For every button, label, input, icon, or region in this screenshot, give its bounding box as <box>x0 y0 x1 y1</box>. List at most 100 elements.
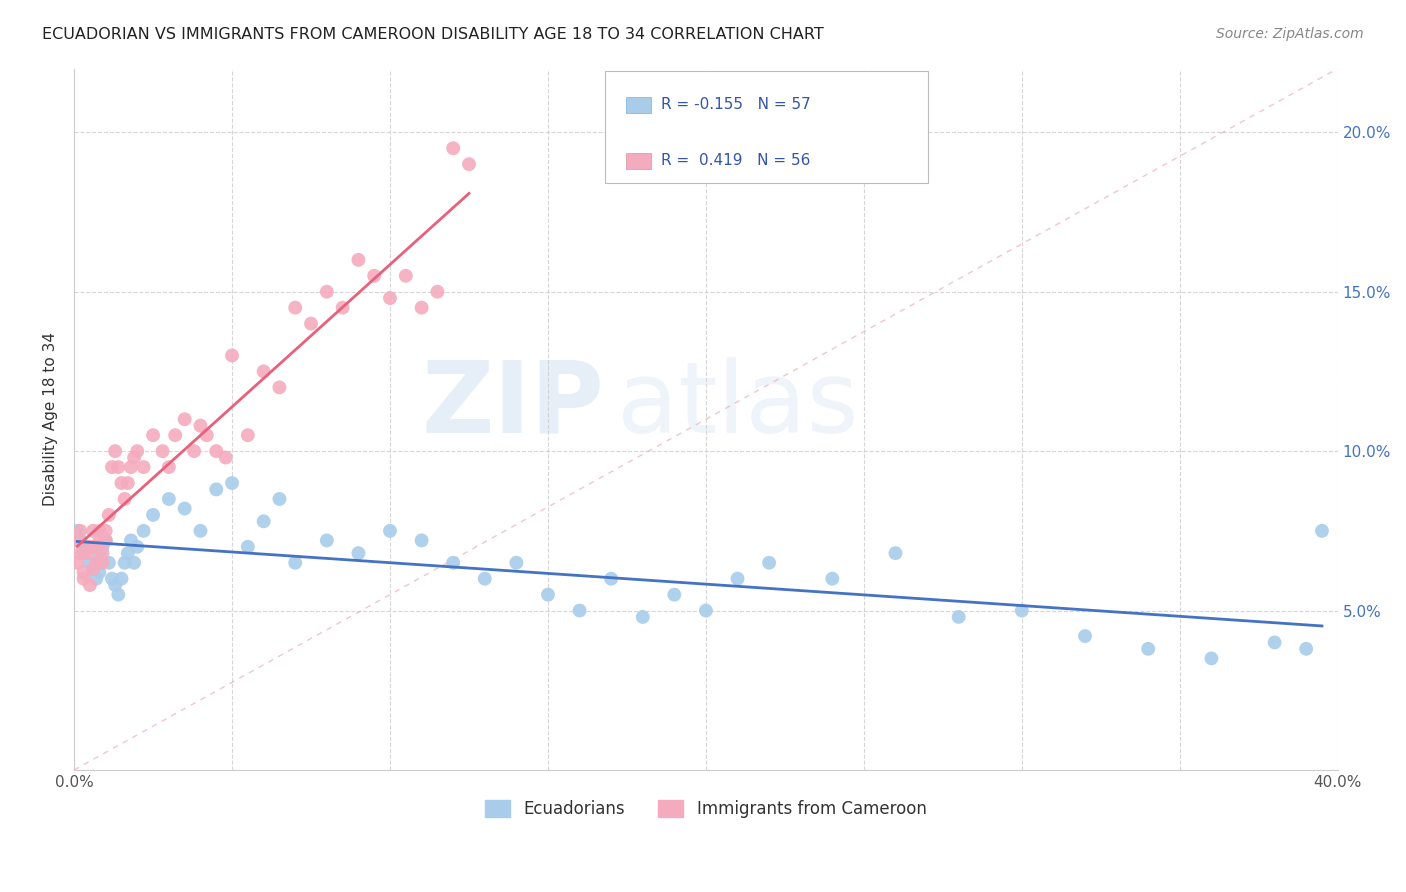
Point <box>505 556 527 570</box>
Point <box>69 524 91 538</box>
Point <box>347 252 370 267</box>
Point <box>76 546 98 560</box>
Point <box>127 540 149 554</box>
Point <box>236 428 259 442</box>
Point <box>104 444 127 458</box>
Point <box>173 412 195 426</box>
Point <box>600 572 623 586</box>
Point <box>537 588 560 602</box>
Point <box>157 460 180 475</box>
Point <box>284 301 307 315</box>
Point <box>69 546 91 560</box>
Point <box>157 491 180 506</box>
Point <box>215 450 238 465</box>
Point <box>72 566 94 580</box>
Point <box>79 540 101 554</box>
Point <box>110 476 132 491</box>
Point <box>91 546 114 560</box>
Point <box>568 603 591 617</box>
Point <box>426 285 449 299</box>
Point <box>66 533 89 548</box>
Point <box>948 610 970 624</box>
Point <box>117 476 139 491</box>
Point <box>395 268 418 283</box>
Point <box>127 444 149 458</box>
Point <box>72 546 94 560</box>
Point <box>1264 635 1286 649</box>
Point <box>458 157 481 171</box>
Point <box>221 349 243 363</box>
Point <box>152 444 174 458</box>
Point <box>315 285 337 299</box>
Point <box>727 572 749 586</box>
Point <box>132 524 155 538</box>
Point <box>89 566 111 580</box>
Point <box>84 540 107 554</box>
Point <box>332 301 354 315</box>
Point <box>69 533 91 548</box>
Point <box>82 524 104 538</box>
Point <box>236 540 259 554</box>
Point <box>758 556 780 570</box>
Point <box>221 476 243 491</box>
Point <box>142 508 165 522</box>
Point <box>107 460 129 475</box>
Text: R = -0.155   N = 57: R = -0.155 N = 57 <box>661 97 811 112</box>
Point <box>411 533 433 548</box>
Point <box>183 444 205 458</box>
Point <box>91 556 114 570</box>
Point <box>253 364 276 378</box>
Text: R =  0.419   N = 56: R = 0.419 N = 56 <box>661 153 810 168</box>
Point <box>107 588 129 602</box>
Point <box>76 540 98 554</box>
Point <box>89 533 111 548</box>
Point <box>165 428 187 442</box>
Text: atlas: atlas <box>617 357 859 454</box>
Point <box>114 491 136 506</box>
Point <box>79 556 101 570</box>
Point <box>117 546 139 560</box>
Point <box>97 508 120 522</box>
Point <box>205 483 228 497</box>
Point <box>84 572 107 586</box>
Point <box>94 533 117 548</box>
Point <box>110 572 132 586</box>
Point <box>190 524 212 538</box>
Point <box>474 572 496 586</box>
Point <box>173 501 195 516</box>
Point <box>821 572 844 586</box>
Point <box>363 268 385 283</box>
Text: Source: ZipAtlas.com: Source: ZipAtlas.com <box>1216 27 1364 41</box>
Point <box>378 524 401 538</box>
Point <box>378 291 401 305</box>
Point <box>284 556 307 570</box>
Text: ECUADORIAN VS IMMIGRANTS FROM CAMEROON DISABILITY AGE 18 TO 34 CORRELATION CHART: ECUADORIAN VS IMMIGRANTS FROM CAMEROON D… <box>42 27 824 42</box>
Point <box>120 533 142 548</box>
Point <box>104 578 127 592</box>
Point <box>1201 651 1223 665</box>
Point <box>441 141 464 155</box>
Point <box>664 588 686 602</box>
Point <box>631 610 654 624</box>
Point <box>269 380 291 394</box>
Legend: Ecuadorians, Immigrants from Cameroon: Ecuadorians, Immigrants from Cameroon <box>478 793 934 825</box>
Point <box>411 301 433 315</box>
Point <box>695 603 717 617</box>
Point <box>347 546 370 560</box>
Point <box>142 428 165 442</box>
Point <box>82 562 104 576</box>
Point <box>253 514 276 528</box>
Point <box>299 317 322 331</box>
Point <box>101 572 124 586</box>
Point <box>441 556 464 570</box>
Point <box>94 524 117 538</box>
Point <box>1137 641 1160 656</box>
Point <box>1011 603 1033 617</box>
Point <box>269 491 291 506</box>
Point <box>195 428 218 442</box>
Point <box>1074 629 1097 643</box>
Point <box>91 540 114 554</box>
Point <box>884 546 907 560</box>
Point <box>89 546 111 560</box>
Point <box>66 556 89 570</box>
